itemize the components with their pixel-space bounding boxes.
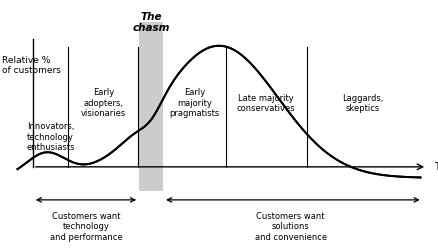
Text: The
chasm: The chasm [132, 12, 170, 33]
Text: Laggards,
skeptics: Laggards, skeptics [342, 94, 383, 113]
Text: Relative %
of customers: Relative % of customers [2, 56, 61, 75]
Text: Customers want
solutions
and convenience: Customers want solutions and convenience [254, 212, 327, 242]
Text: Customers want
technology
and performance: Customers want technology and performanc… [49, 212, 122, 242]
Text: Late majority
conservatives: Late majority conservatives [237, 94, 295, 113]
Text: Early
adopters,
visionaries: Early adopters, visionaries [81, 88, 126, 118]
Text: Early
majority
pragmatists: Early majority pragmatists [169, 88, 219, 118]
Bar [139, 22, 163, 191]
Text: Innovators,
technology
enthusiasts: Innovators, technology enthusiasts [26, 122, 74, 152]
Text: Time: Time [434, 162, 438, 172]
